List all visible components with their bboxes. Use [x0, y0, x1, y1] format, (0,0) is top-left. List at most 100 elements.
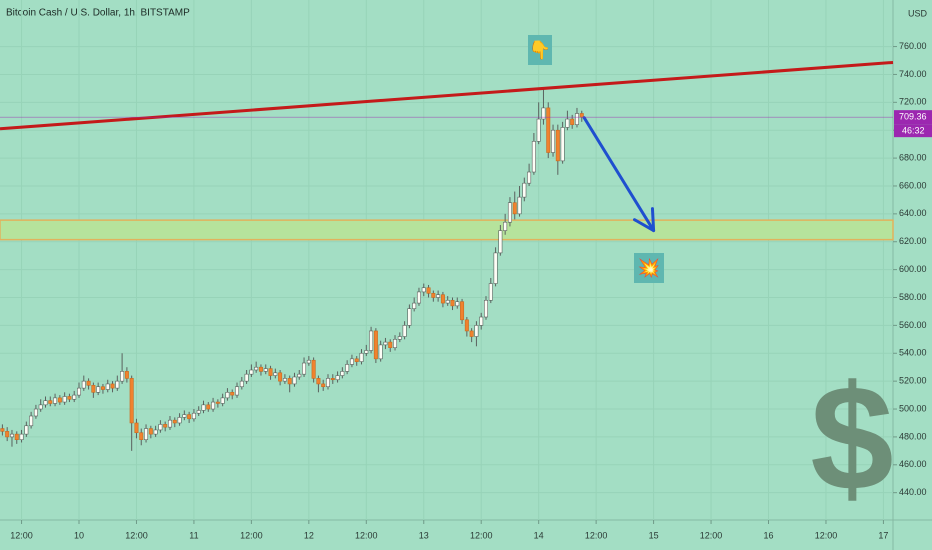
- candle-body: [220, 397, 225, 404]
- candle-body: [488, 283, 493, 301]
- candle-body: [134, 422, 139, 434]
- candle-body: [512, 202, 517, 215]
- candle-body: [249, 369, 254, 375]
- candle-body: [196, 410, 201, 414]
- y-tick-label: 480.00: [899, 431, 927, 441]
- explosion-icon: 💥: [638, 257, 660, 279]
- candle-body: [282, 378, 287, 382]
- candle-body: [536, 118, 541, 142]
- x-tick-label: 12:00: [470, 530, 493, 540]
- candle-body: [340, 371, 345, 376]
- y-tick-label: 640.00: [899, 208, 927, 218]
- candle-body: [129, 378, 134, 424]
- candle-body: [364, 350, 369, 354]
- x-tick-label: 12: [304, 530, 314, 540]
- arrow-line: [582, 116, 656, 233]
- y-tick-label: 520.00: [899, 376, 927, 386]
- candle-body: [311, 359, 316, 379]
- last-price-box: [894, 110, 932, 125]
- candle-body: [316, 378, 321, 385]
- candle-body: [369, 330, 374, 351]
- candle-body: [402, 325, 407, 337]
- x-tick-label: 12:00: [125, 530, 148, 540]
- candle-body: [9, 433, 14, 438]
- currency-label: USD: [908, 8, 928, 18]
- candle-body: [268, 368, 273, 376]
- candle-body: [306, 359, 311, 364]
- candle-body: [91, 385, 96, 393]
- candle-body: [201, 404, 206, 411]
- candle-body: [110, 383, 115, 389]
- candle-body: [440, 294, 445, 304]
- y-tick-label: 440.00: [899, 487, 927, 497]
- candle-body: [574, 113, 579, 125]
- y-tick-label: 680.00: [899, 152, 927, 162]
- candle-body: [0, 428, 5, 432]
- candle-body: [43, 400, 48, 406]
- candle-body: [541, 107, 546, 120]
- candle-body: [235, 386, 240, 396]
- candle-body: [551, 129, 556, 153]
- candle-body: [426, 287, 431, 294]
- candle-body: [469, 330, 474, 337]
- x-tick-label: 10: [74, 530, 84, 540]
- candle-body: [182, 414, 187, 418]
- x-tick-label: 17: [878, 530, 888, 540]
- candle-body: [522, 182, 527, 198]
- candle-body: [325, 378, 330, 388]
- dollar-watermark: $: [810, 354, 893, 522]
- candle-body: [388, 341, 393, 348]
- candle-body: [407, 308, 412, 326]
- candle-body: [555, 129, 560, 162]
- chart-title: Bitcoin Cash / U.S. Dollar, 1h, BITSTAMP: [6, 8, 190, 19]
- x-tick-label: 12:00: [355, 530, 378, 540]
- candle-body: [239, 380, 244, 388]
- candle-body: [378, 344, 383, 360]
- candle-body: [292, 376, 297, 385]
- candle-body: [81, 380, 86, 389]
- candle-body: [560, 127, 565, 162]
- pointing-icon: 👇: [529, 40, 551, 61]
- candle-body: [517, 196, 522, 215]
- candle-body: [215, 401, 220, 404]
- candle-body: [72, 394, 77, 400]
- y-tick-label: 740.00: [899, 69, 927, 79]
- countdown-box: [894, 124, 932, 138]
- candle-body: [445, 299, 450, 304]
- candle-body: [254, 366, 259, 371]
- candle-body: [100, 386, 105, 390]
- candle-body: [244, 373, 249, 382]
- candle-body: [167, 419, 172, 428]
- candle-body: [416, 291, 421, 304]
- candle-body: [48, 400, 53, 404]
- candle-body: [450, 299, 455, 307]
- candle-body: [77, 387, 82, 396]
- y-tick-label: 720.00: [899, 97, 927, 107]
- candle-body: [479, 316, 484, 326]
- candle-body: [354, 358, 359, 362]
- candle-body: [96, 386, 101, 393]
- candle-body: [345, 364, 350, 372]
- y-tick-label: 620.00: [899, 236, 927, 246]
- y-tick-label: 560.00: [899, 320, 927, 330]
- countdown-label: 46:32: [902, 126, 925, 136]
- candle-body: [115, 380, 120, 389]
- candle-body: [460, 301, 465, 321]
- candle-body: [67, 396, 72, 400]
- candle-body: [258, 366, 263, 372]
- candle-body: [187, 414, 192, 420]
- y-tick-label: 540.00: [899, 348, 927, 358]
- y-tick-label: 460.00: [899, 459, 927, 469]
- x-tick-label: 11: [189, 530, 198, 540]
- candle-body: [33, 408, 38, 417]
- x-tick-label: 14: [534, 530, 544, 540]
- icon-box: [634, 253, 664, 283]
- candle-body: [579, 113, 584, 118]
- candle-body: [393, 339, 398, 348]
- candle-body: [230, 392, 235, 396]
- candle-body: [278, 372, 283, 382]
- candle-body: [464, 319, 469, 332]
- candle-body: [349, 358, 354, 365]
- candle-body: [431, 293, 436, 298]
- candle-body: [172, 419, 177, 424]
